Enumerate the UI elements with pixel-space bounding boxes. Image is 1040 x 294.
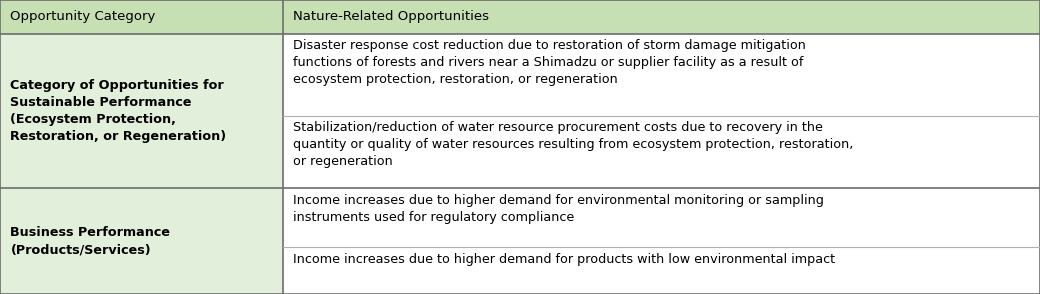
Text: Business Performance
(Products/Services): Business Performance (Products/Services): [10, 226, 171, 256]
Bar: [0, 0, 1040, 34]
Text: Category of Opportunities for
Sustainable Performance
(Ecosystem Protection,
Res: Category of Opportunities for Sustainabl…: [10, 79, 227, 143]
Bar: [0, 34, 283, 188]
Text: Opportunity Category: Opportunity Category: [10, 10, 156, 24]
Text: Income increases due to higher demand for products with low environmental impact: Income increases due to higher demand fo…: [293, 253, 835, 265]
Text: Disaster response cost reduction due to restoration of storm damage mitigation
f: Disaster response cost reduction due to …: [293, 39, 806, 86]
Text: Nature-Related Opportunities: Nature-Related Opportunities: [293, 10, 489, 24]
Bar: [283, 34, 1040, 116]
Text: Income increases due to higher demand for environmental monitoring or sampling
i: Income increases due to higher demand fo…: [293, 194, 824, 224]
Text: Stabilization/reduction of water resource procurement costs due to recovery in t: Stabilization/reduction of water resourc…: [293, 121, 854, 168]
Bar: [283, 247, 1040, 294]
Bar: [0, 188, 283, 294]
Bar: [283, 188, 1040, 247]
Bar: [283, 116, 1040, 188]
